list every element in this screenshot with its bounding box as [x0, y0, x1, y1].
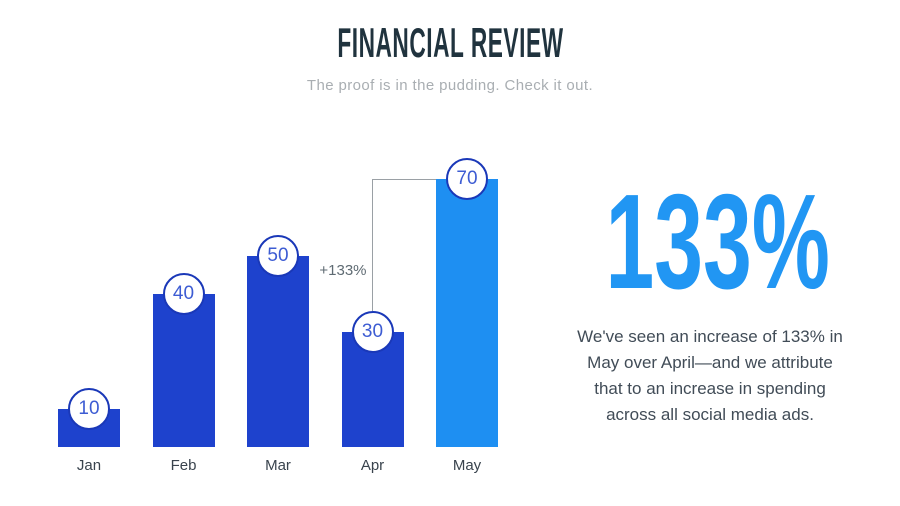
stat-value-text: 133%: [605, 166, 830, 317]
bar-chart: 10 Jan 40 Feb 50 Mar 30 Apr 70 May +133%: [58, 147, 498, 474]
bar-mar: 50 Mar: [247, 234, 309, 474]
bar-jan: 10 Jan: [58, 387, 120, 474]
annotation-label: +133%: [319, 262, 367, 280]
stat-value: 133%: [545, 166, 875, 317]
value-bubble-feb: 40: [162, 272, 205, 315]
stat-callout: 133% We've seen an increase of 133% in M…: [545, 166, 875, 428]
bar-feb: 40 Feb: [152, 272, 215, 474]
x-axis-label-may: May: [452, 457, 482, 474]
value-bubble-may: 70: [446, 157, 488, 200]
x-axis-label-feb: Feb: [170, 457, 197, 474]
bar-may: 70 May: [436, 157, 498, 474]
bar-series: 10 Jan 40 Feb 50 Mar 30 Apr 70 May: [58, 147, 498, 474]
annotation-horizontal-line: [371, 178, 436, 180]
page-title-text: FINANCIAL REVIEW: [336, 19, 564, 66]
slide-header: FINANCIAL REVIEW The proof is in the pud…: [0, 0, 900, 95]
stat-description: We've seen an increase of 133% in May ov…: [577, 327, 843, 425]
bar-apr: 30 Apr: [341, 311, 404, 474]
value-bubble-jan: 10: [68, 387, 110, 430]
page-subtitle: The proof is in the pudding. Check it ou…: [306, 77, 594, 94]
value-bubble-apr: 30: [351, 311, 394, 354]
x-axis-label-mar: Mar: [265, 457, 291, 474]
x-axis-label-jan: Jan: [76, 457, 102, 474]
value-bubble-mar: 50: [257, 234, 299, 277]
x-axis-label-apr: Apr: [360, 457, 385, 474]
page-title: FINANCIAL REVIEW: [0, 22, 900, 64]
annotation-vertical-line: [371, 178, 373, 312]
